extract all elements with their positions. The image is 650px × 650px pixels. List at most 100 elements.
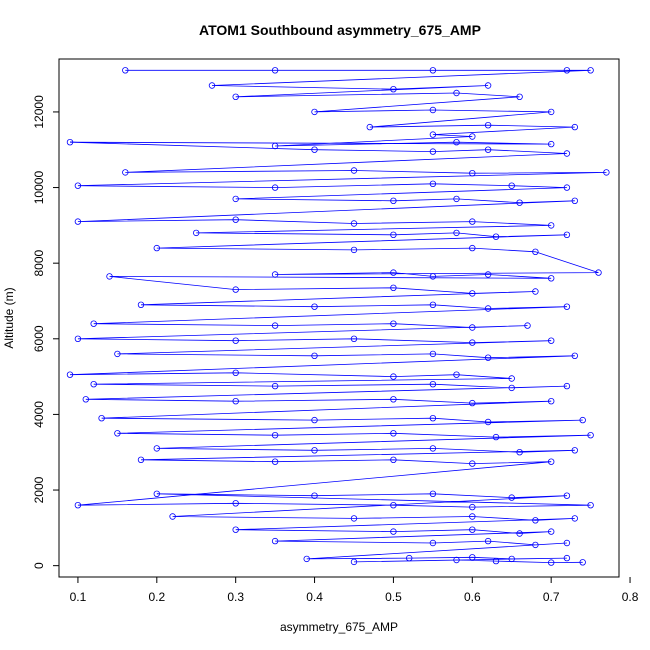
x-axis-label: asymmetry_675_AMP — [280, 620, 398, 634]
data-point — [548, 528, 555, 535]
data-point — [232, 526, 239, 533]
data-point — [563, 303, 571, 310]
data-point — [571, 123, 578, 131]
data-point — [532, 248, 539, 255]
y-tick-label: 4000 — [32, 401, 46, 428]
data-point — [429, 381, 437, 388]
data-point — [169, 513, 176, 520]
data-point — [571, 447, 578, 454]
data-point — [311, 108, 318, 116]
data-point — [516, 199, 523, 206]
x-tick-label: 0.5 — [385, 590, 402, 604]
data-point — [516, 449, 523, 456]
data-point — [453, 89, 460, 97]
y-axis-label: Altitude (m) — [2, 287, 16, 348]
x-tick-label: 0.2 — [148, 590, 165, 604]
data-point — [492, 233, 500, 240]
data-point — [390, 197, 397, 204]
data-point — [74, 502, 82, 509]
data-point — [390, 320, 397, 327]
data-point — [90, 320, 97, 327]
data-point — [548, 398, 555, 405]
data-point — [311, 492, 318, 499]
data-point — [587, 502, 594, 509]
data-point — [469, 526, 476, 533]
data-point — [516, 93, 523, 100]
data-point — [311, 146, 318, 153]
data-point — [453, 229, 460, 237]
data-point — [484, 305, 492, 312]
data-point — [311, 416, 318, 424]
data-point — [548, 337, 555, 344]
data-point — [66, 371, 74, 378]
x-tick-label: 0.3 — [227, 590, 244, 604]
data-point — [271, 458, 279, 465]
data-point — [548, 458, 555, 465]
data-point — [271, 67, 279, 74]
data-point — [563, 382, 571, 390]
data-point — [232, 369, 239, 376]
data-point — [484, 82, 492, 89]
x-tick-label: 0.4 — [306, 590, 323, 604]
data-point — [548, 140, 555, 148]
data-point — [122, 67, 129, 74]
data-point — [579, 559, 586, 566]
y-tick-label: 10000 — [32, 171, 46, 205]
data-point — [508, 494, 515, 501]
data-point — [232, 93, 239, 100]
data-point — [548, 108, 555, 116]
data-point — [122, 169, 129, 176]
data-point — [271, 382, 279, 390]
y-axis: 0 2000 4000 6000 8000 10000 12000 — [32, 95, 59, 569]
data-point — [429, 273, 437, 280]
data-point — [469, 290, 476, 297]
y-tick-label: 2000 — [32, 476, 46, 503]
data-point — [429, 148, 437, 155]
data-point — [429, 415, 437, 422]
data-point — [390, 284, 397, 291]
data-point — [114, 350, 121, 358]
data-point — [453, 371, 460, 378]
y-tick-label: 8000 — [32, 250, 46, 277]
data-point — [429, 131, 437, 138]
data-point — [350, 220, 358, 227]
data-point — [429, 67, 437, 74]
data-point — [484, 121, 492, 129]
x-tick-label: 0.8 — [622, 590, 639, 604]
data-point — [508, 182, 515, 189]
data-point — [350, 558, 358, 566]
data-point — [366, 123, 373, 131]
data-point — [429, 350, 437, 358]
data-point — [492, 557, 500, 565]
data-point — [232, 398, 239, 405]
data-point — [587, 67, 594, 74]
data-point — [390, 85, 397, 93]
data-point — [484, 271, 492, 278]
data-point — [350, 167, 358, 174]
data-point — [98, 415, 105, 422]
data-point — [469, 554, 476, 561]
data-point — [114, 430, 121, 437]
data-point — [469, 324, 476, 331]
data-point — [232, 337, 239, 344]
series-layer — [66, 67, 610, 566]
data-point — [469, 399, 476, 407]
data-point — [271, 432, 279, 439]
data-point — [587, 432, 594, 439]
data-point — [74, 182, 82, 189]
data-point — [208, 82, 216, 89]
data-point — [453, 556, 460, 564]
data-point — [508, 384, 515, 392]
data-point — [563, 231, 571, 238]
data-point — [390, 231, 397, 238]
data-point — [271, 322, 279, 329]
plot-frame — [58, 58, 620, 578]
data-point — [390, 373, 397, 380]
data-point — [571, 352, 578, 359]
data-point — [548, 222, 555, 229]
data-point — [271, 271, 279, 278]
data-point — [429, 490, 437, 497]
data-point — [469, 513, 476, 520]
data-point — [469, 339, 476, 346]
